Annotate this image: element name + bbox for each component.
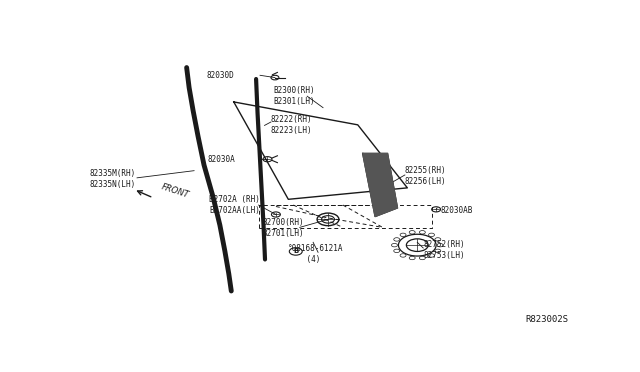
Circle shape (400, 254, 406, 257)
Text: 82752(RH)
82753(LH): 82752(RH) 82753(LH) (423, 240, 465, 260)
Text: 82030D: 82030D (206, 71, 234, 80)
Text: 82700(RH)
82701(LH): 82700(RH) 82701(LH) (262, 218, 304, 238)
Circle shape (437, 243, 443, 247)
Text: FRONT: FRONT (161, 182, 191, 200)
Text: 82222(RH)
82223(LH): 82222(RH) 82223(LH) (271, 115, 312, 135)
Circle shape (394, 249, 400, 253)
Text: 82255(RH)
82256(LH): 82255(RH) 82256(LH) (405, 166, 447, 186)
Circle shape (429, 233, 435, 237)
Circle shape (435, 238, 441, 241)
Circle shape (435, 249, 441, 253)
Text: 82030AB: 82030AB (440, 206, 472, 215)
Circle shape (409, 256, 415, 260)
Circle shape (400, 233, 406, 237)
Text: B2300(RH)
B2301(LH): B2300(RH) B2301(LH) (273, 86, 315, 106)
Text: R823002S: R823002S (525, 315, 568, 324)
Text: 82335M(RH)
82335N(LH): 82335M(RH) 82335N(LH) (90, 169, 136, 189)
Circle shape (429, 254, 435, 257)
Circle shape (394, 238, 400, 241)
Circle shape (419, 256, 426, 260)
Text: °08168-6121A
    (4): °08168-6121A (4) (288, 244, 344, 264)
Polygon shape (363, 154, 397, 217)
Circle shape (392, 243, 397, 247)
Circle shape (419, 231, 426, 234)
Text: 82030A: 82030A (207, 155, 235, 164)
Text: B2702A (RH)
B2702AA(LH): B2702A (RH) B2702AA(LH) (209, 195, 260, 215)
Circle shape (409, 231, 415, 234)
Text: B: B (293, 248, 298, 254)
